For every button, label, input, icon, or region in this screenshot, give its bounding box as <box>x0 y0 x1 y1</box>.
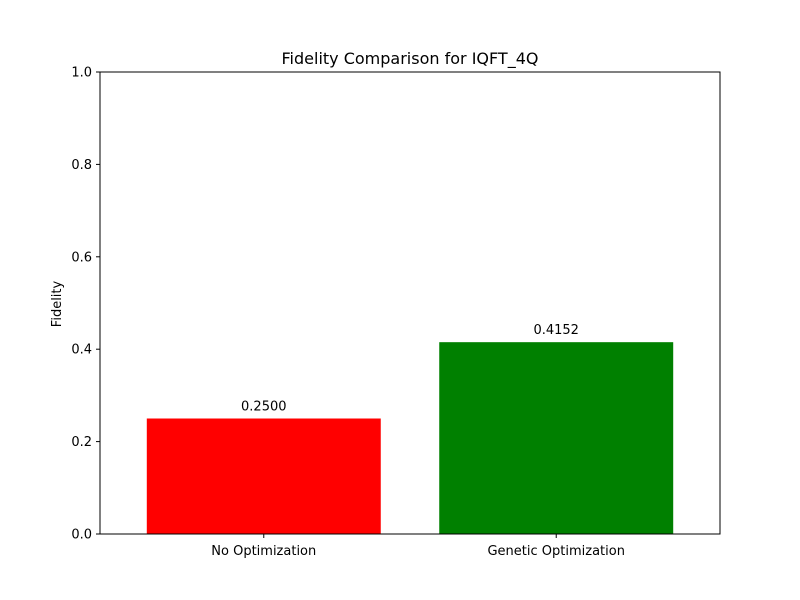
bar-no-optimization <box>146 418 381 534</box>
y-tick-label: 0.0 <box>71 528 92 543</box>
y-tick-label: 1.0 <box>71 66 92 81</box>
y-axis-label: Fidelity <box>50 280 65 327</box>
labels-layer: 0.2500 0.4152 <box>241 323 579 414</box>
bar-value-label: 0.4152 <box>533 323 579 338</box>
bar-genetic-optimization <box>439 342 674 534</box>
ticks-layer: No Optimization Genetic Optimization 0.0 0.… <box>71 66 625 560</box>
bar-value-label: 0.2500 <box>241 400 287 415</box>
y-tick-label: 0.4 <box>71 343 92 358</box>
y-tick-label: 0.8 <box>71 158 92 173</box>
y-tick-label: 0.2 <box>71 435 92 450</box>
bars-layer <box>146 342 674 534</box>
plot-area-frame <box>99 71 721 535</box>
x-tick-label: No Optimization <box>211 544 316 559</box>
x-tick-label: Genetic Optimization <box>487 544 624 559</box>
y-tick-label: 0.6 <box>71 250 92 265</box>
chart-title: Fidelity Comparison for IQFT_4Q <box>282 49 539 69</box>
